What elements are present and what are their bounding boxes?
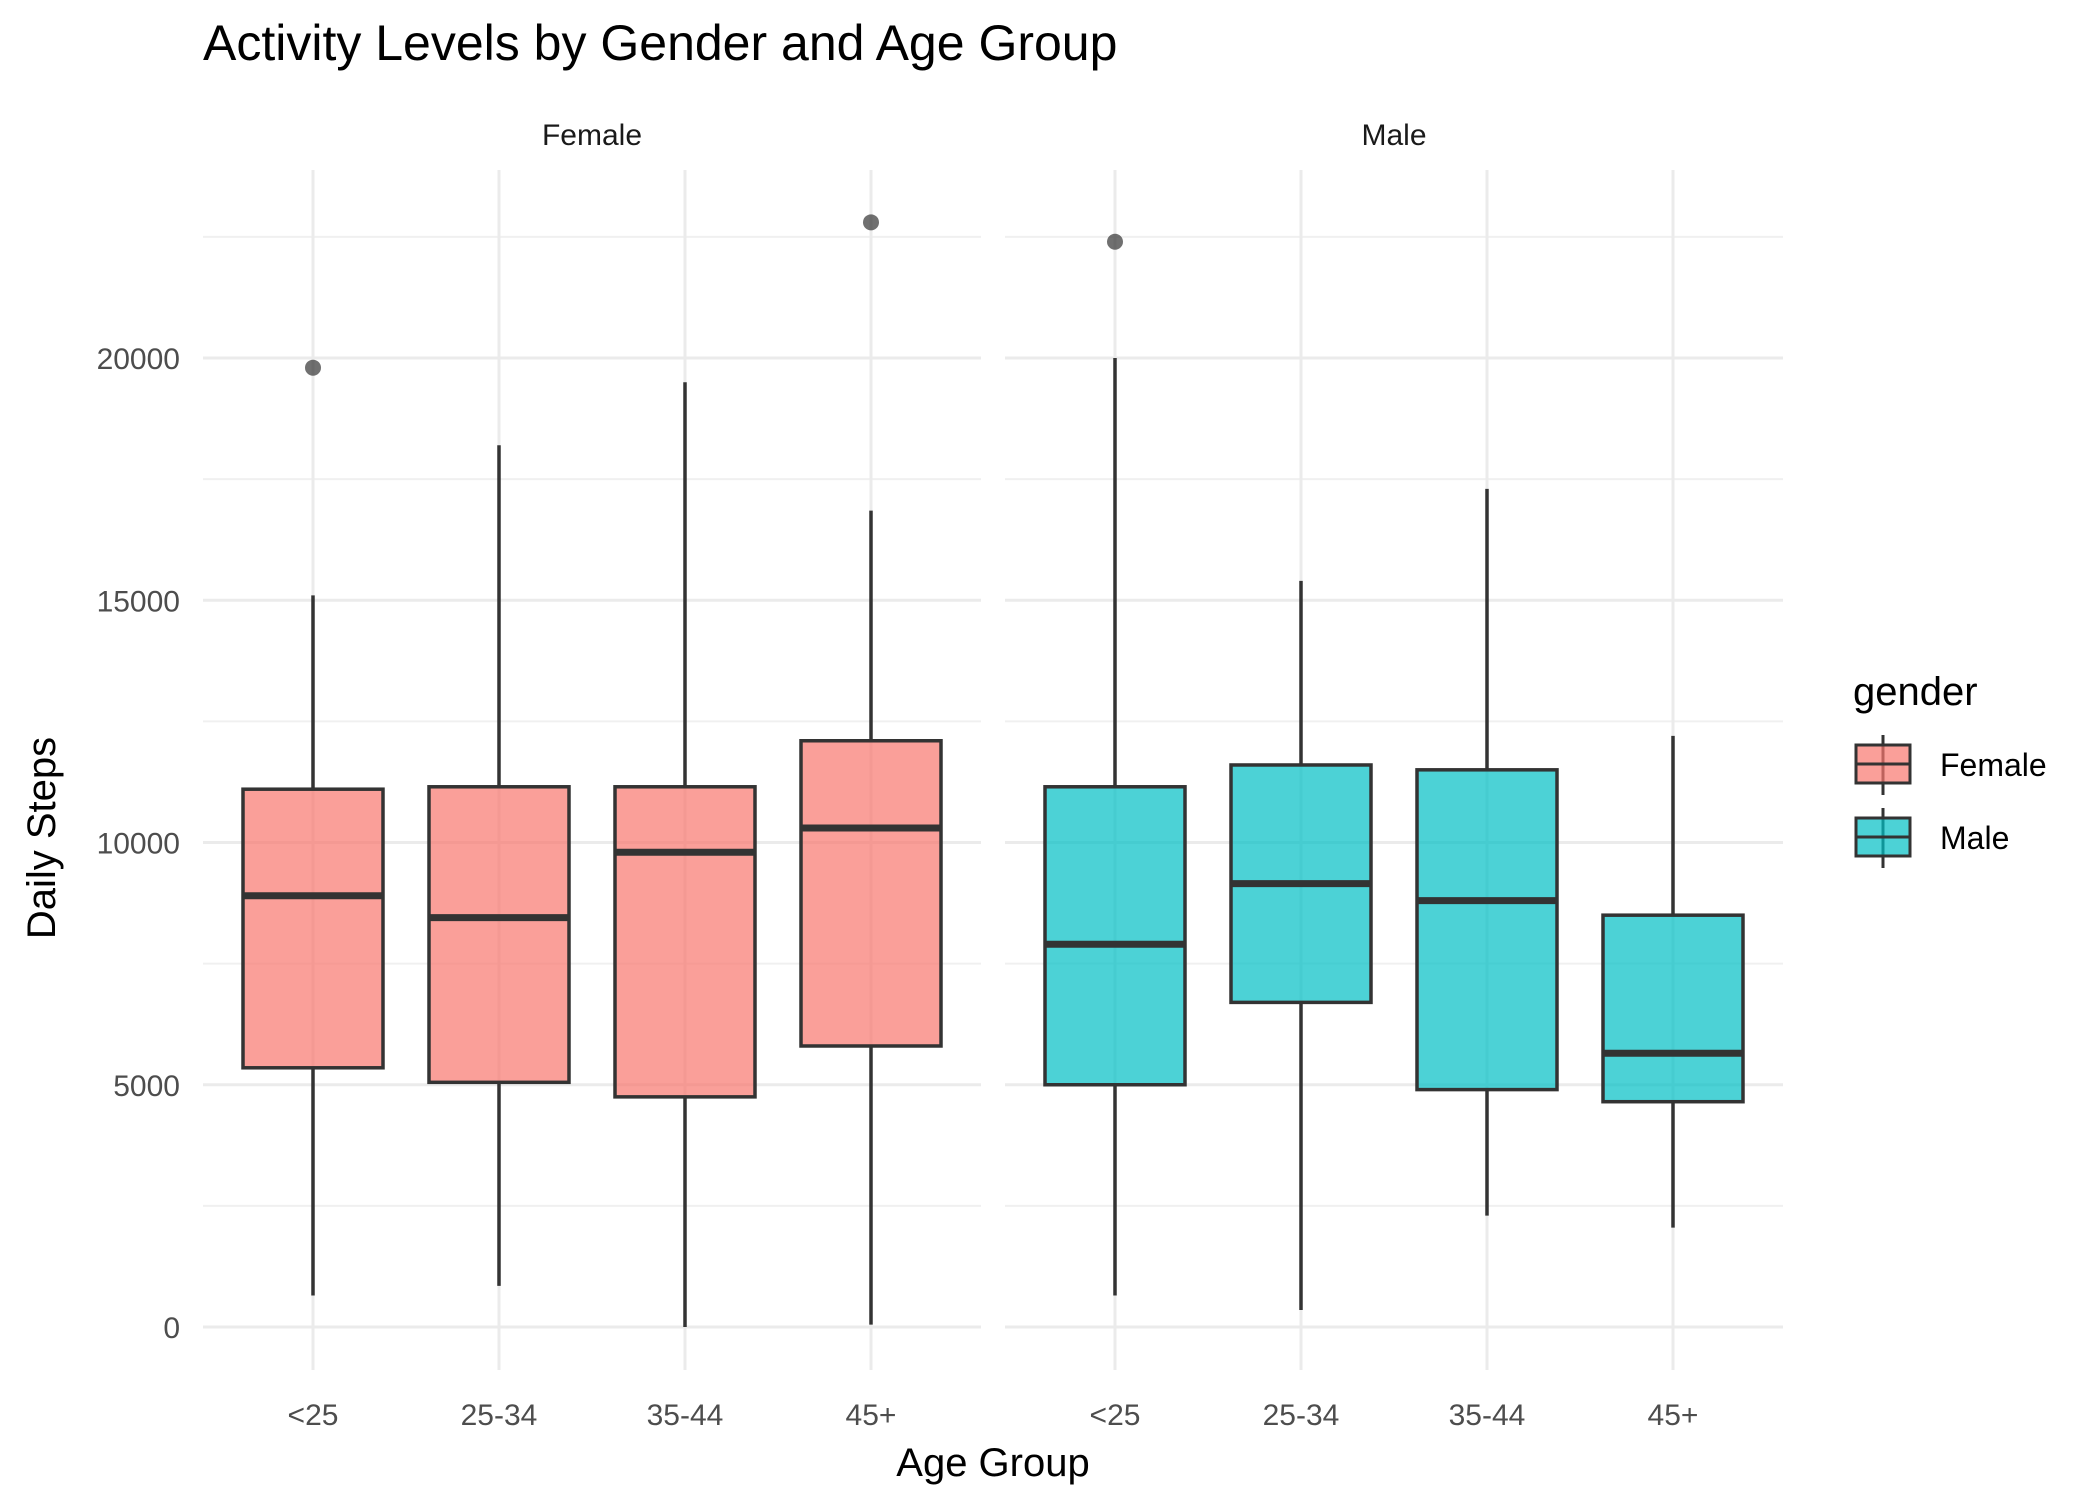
- box: [1415, 768, 1559, 1092]
- chart-title: Activity Levels by Gender and Age Group: [203, 15, 1117, 71]
- y-tick-label: 5000: [113, 1070, 180, 1103]
- legend-label: Male: [1940, 820, 2009, 856]
- boxplot-male-2: [1415, 488, 1559, 1216]
- y-tick-label: 10000: [97, 828, 180, 861]
- box: [427, 785, 571, 1085]
- outlier-point: [863, 214, 879, 231]
- boxplot-male-0: [1043, 233, 1187, 1296]
- x-tick-label: <25: [288, 1399, 339, 1432]
- outlier-point: [1107, 233, 1123, 250]
- boxplot-male-3: [1601, 735, 1745, 1228]
- box: [1043, 785, 1187, 1087]
- outlier-point: [305, 359, 321, 376]
- facet-strip-label: Male: [1361, 119, 1426, 152]
- box: [241, 787, 385, 1070]
- boxplot-female-1: [427, 445, 571, 1286]
- legend-label: Female: [1940, 747, 2047, 783]
- box: [799, 739, 943, 1048]
- facet-panel-male: <25 25-34 35-44 45+ Male: [1005, 119, 1783, 1432]
- x-tick-label: 35-44: [1449, 1399, 1526, 1432]
- box: [1601, 913, 1745, 1104]
- boxplot-female-3: [799, 214, 943, 1325]
- y-axis-label: Daily Steps: [20, 737, 64, 939]
- y-tick-label: 0: [163, 1312, 180, 1345]
- x-tick-label: 45+: [846, 1399, 897, 1432]
- x-tick-label: <25: [1090, 1399, 1141, 1432]
- facet-strip-label: Female: [542, 119, 642, 152]
- legend-key-female: Female: [1854, 735, 2047, 795]
- facet-panel-female: <25 25-34 35-44 45+ Female: [203, 119, 981, 1432]
- x-axis-label: Age Group: [896, 1441, 1089, 1485]
- y-tick-label: 15000: [97, 585, 180, 618]
- legend: gender Female Male: [1853, 670, 2047, 868]
- y-tick-label: 20000: [97, 343, 180, 376]
- x-tick-label: 45+: [1648, 1399, 1699, 1432]
- x-tick-label: 25-34: [1263, 1399, 1340, 1432]
- x-tick-label: 35-44: [647, 1399, 724, 1432]
- x-tick-label: 25-34: [461, 1399, 538, 1432]
- legend-key-male: Male: [1854, 808, 2009, 868]
- boxplot-female-2: [613, 382, 757, 1327]
- box: [613, 785, 757, 1099]
- boxplot-female-0: [241, 359, 385, 1296]
- legend-title: gender: [1853, 670, 1978, 714]
- boxplot-male-1: [1229, 580, 1373, 1311]
